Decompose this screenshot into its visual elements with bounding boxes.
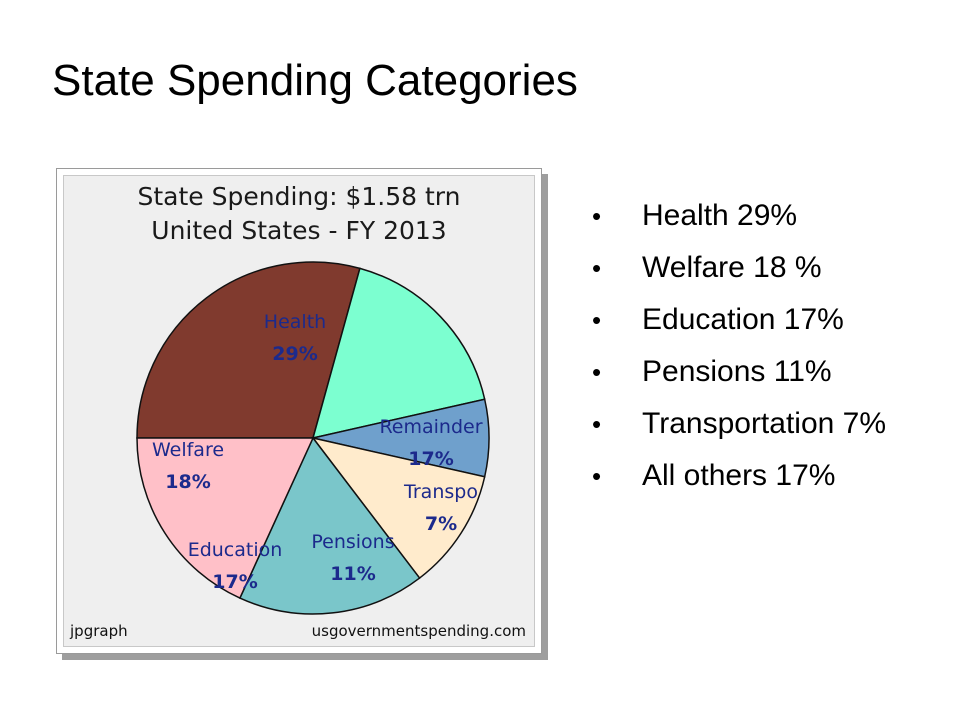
pie-label-name: Education: [188, 539, 283, 561]
pie-label-name: Pensions: [311, 531, 394, 553]
bullet-text: Health 29%: [642, 199, 798, 232]
pie-label-welfare: Welfare 18%: [152, 439, 224, 493]
pie-label-health: Health 29%: [264, 311, 326, 365]
pie-slice-education: [238, 436, 421, 615]
pie-chart: Health 29% Remainder 17% Transpo 7% Pensions 11…: [136, 261, 490, 615]
bullet-item-transportation: • Transportation 7%: [592, 402, 904, 446]
pie-label-education: Education 17%: [188, 539, 283, 593]
slide-title: State Spending Categories: [52, 56, 578, 105]
bullet-dot-icon: •: [592, 253, 602, 283]
pie-label-remainder: Remainder 17%: [379, 416, 482, 470]
bullet-dot-icon: •: [592, 461, 602, 491]
pie-label-name: Health: [264, 311, 326, 333]
chart-title: State Spending: $1.58 trn: [137, 182, 461, 211]
bullet-dot-icon: •: [592, 409, 602, 439]
pie-slice-health: [136, 261, 361, 439]
bullet-item-health: • Health 29%: [592, 194, 942, 238]
pie-slice-remainder: [311, 267, 486, 440]
pie-label-value: 29%: [272, 343, 317, 365]
bullet-item-pensions: • Pensions 11%: [592, 350, 942, 394]
bullet-text: Pensions 11%: [642, 355, 832, 388]
pie-label-name: Welfare: [152, 439, 224, 461]
bullet-text: Transportation 7%: [642, 407, 887, 440]
chart-panel: State Spending: $1.58 trn United States …: [63, 175, 535, 647]
pie-label-value: 11%: [330, 563, 375, 585]
bullet-item-all-others: • All others 17%: [592, 454, 942, 498]
pie-label-value: 17%: [212, 571, 257, 593]
pie-label-name: Transpo: [403, 481, 478, 503]
pie-label-pensions: Pensions 11%: [311, 531, 394, 585]
chart-subtitle: United States - FY 2013: [151, 216, 447, 245]
bullet-list: • Health 29% • Welfare 18 % • Education 17%…: [592, 194, 942, 506]
bullet-dot-icon: •: [592, 201, 602, 231]
chart-footer-left: jpgraph: [70, 622, 128, 640]
bullet-item-welfare: • Welfare 18 %: [592, 246, 942, 290]
pie-label-value: 18%: [165, 471, 210, 493]
pie-label-name: Remainder: [379, 416, 482, 438]
pie-label-value: 7%: [425, 513, 457, 535]
bullet-item-education: • Education 17%: [592, 298, 942, 342]
bullet-text: Welfare 18 %: [642, 251, 822, 284]
chart-image: State Spending: $1.58 trn United States …: [56, 168, 542, 654]
bullet-text: Education 17%: [642, 303, 844, 336]
pie-slice-welfare: [136, 437, 315, 600]
pie-slice-pensions: [311, 436, 486, 580]
bullet-text: All others 17%: [642, 459, 836, 492]
bullet-dot-icon: •: [592, 305, 602, 335]
bullet-dot-icon: •: [592, 357, 602, 387]
pie-label-value: 17%: [408, 448, 453, 470]
pie-label-transpo: Transpo 7%: [403, 481, 478, 535]
chart-footer-right: usgovernmentspending.com: [311, 622, 526, 640]
